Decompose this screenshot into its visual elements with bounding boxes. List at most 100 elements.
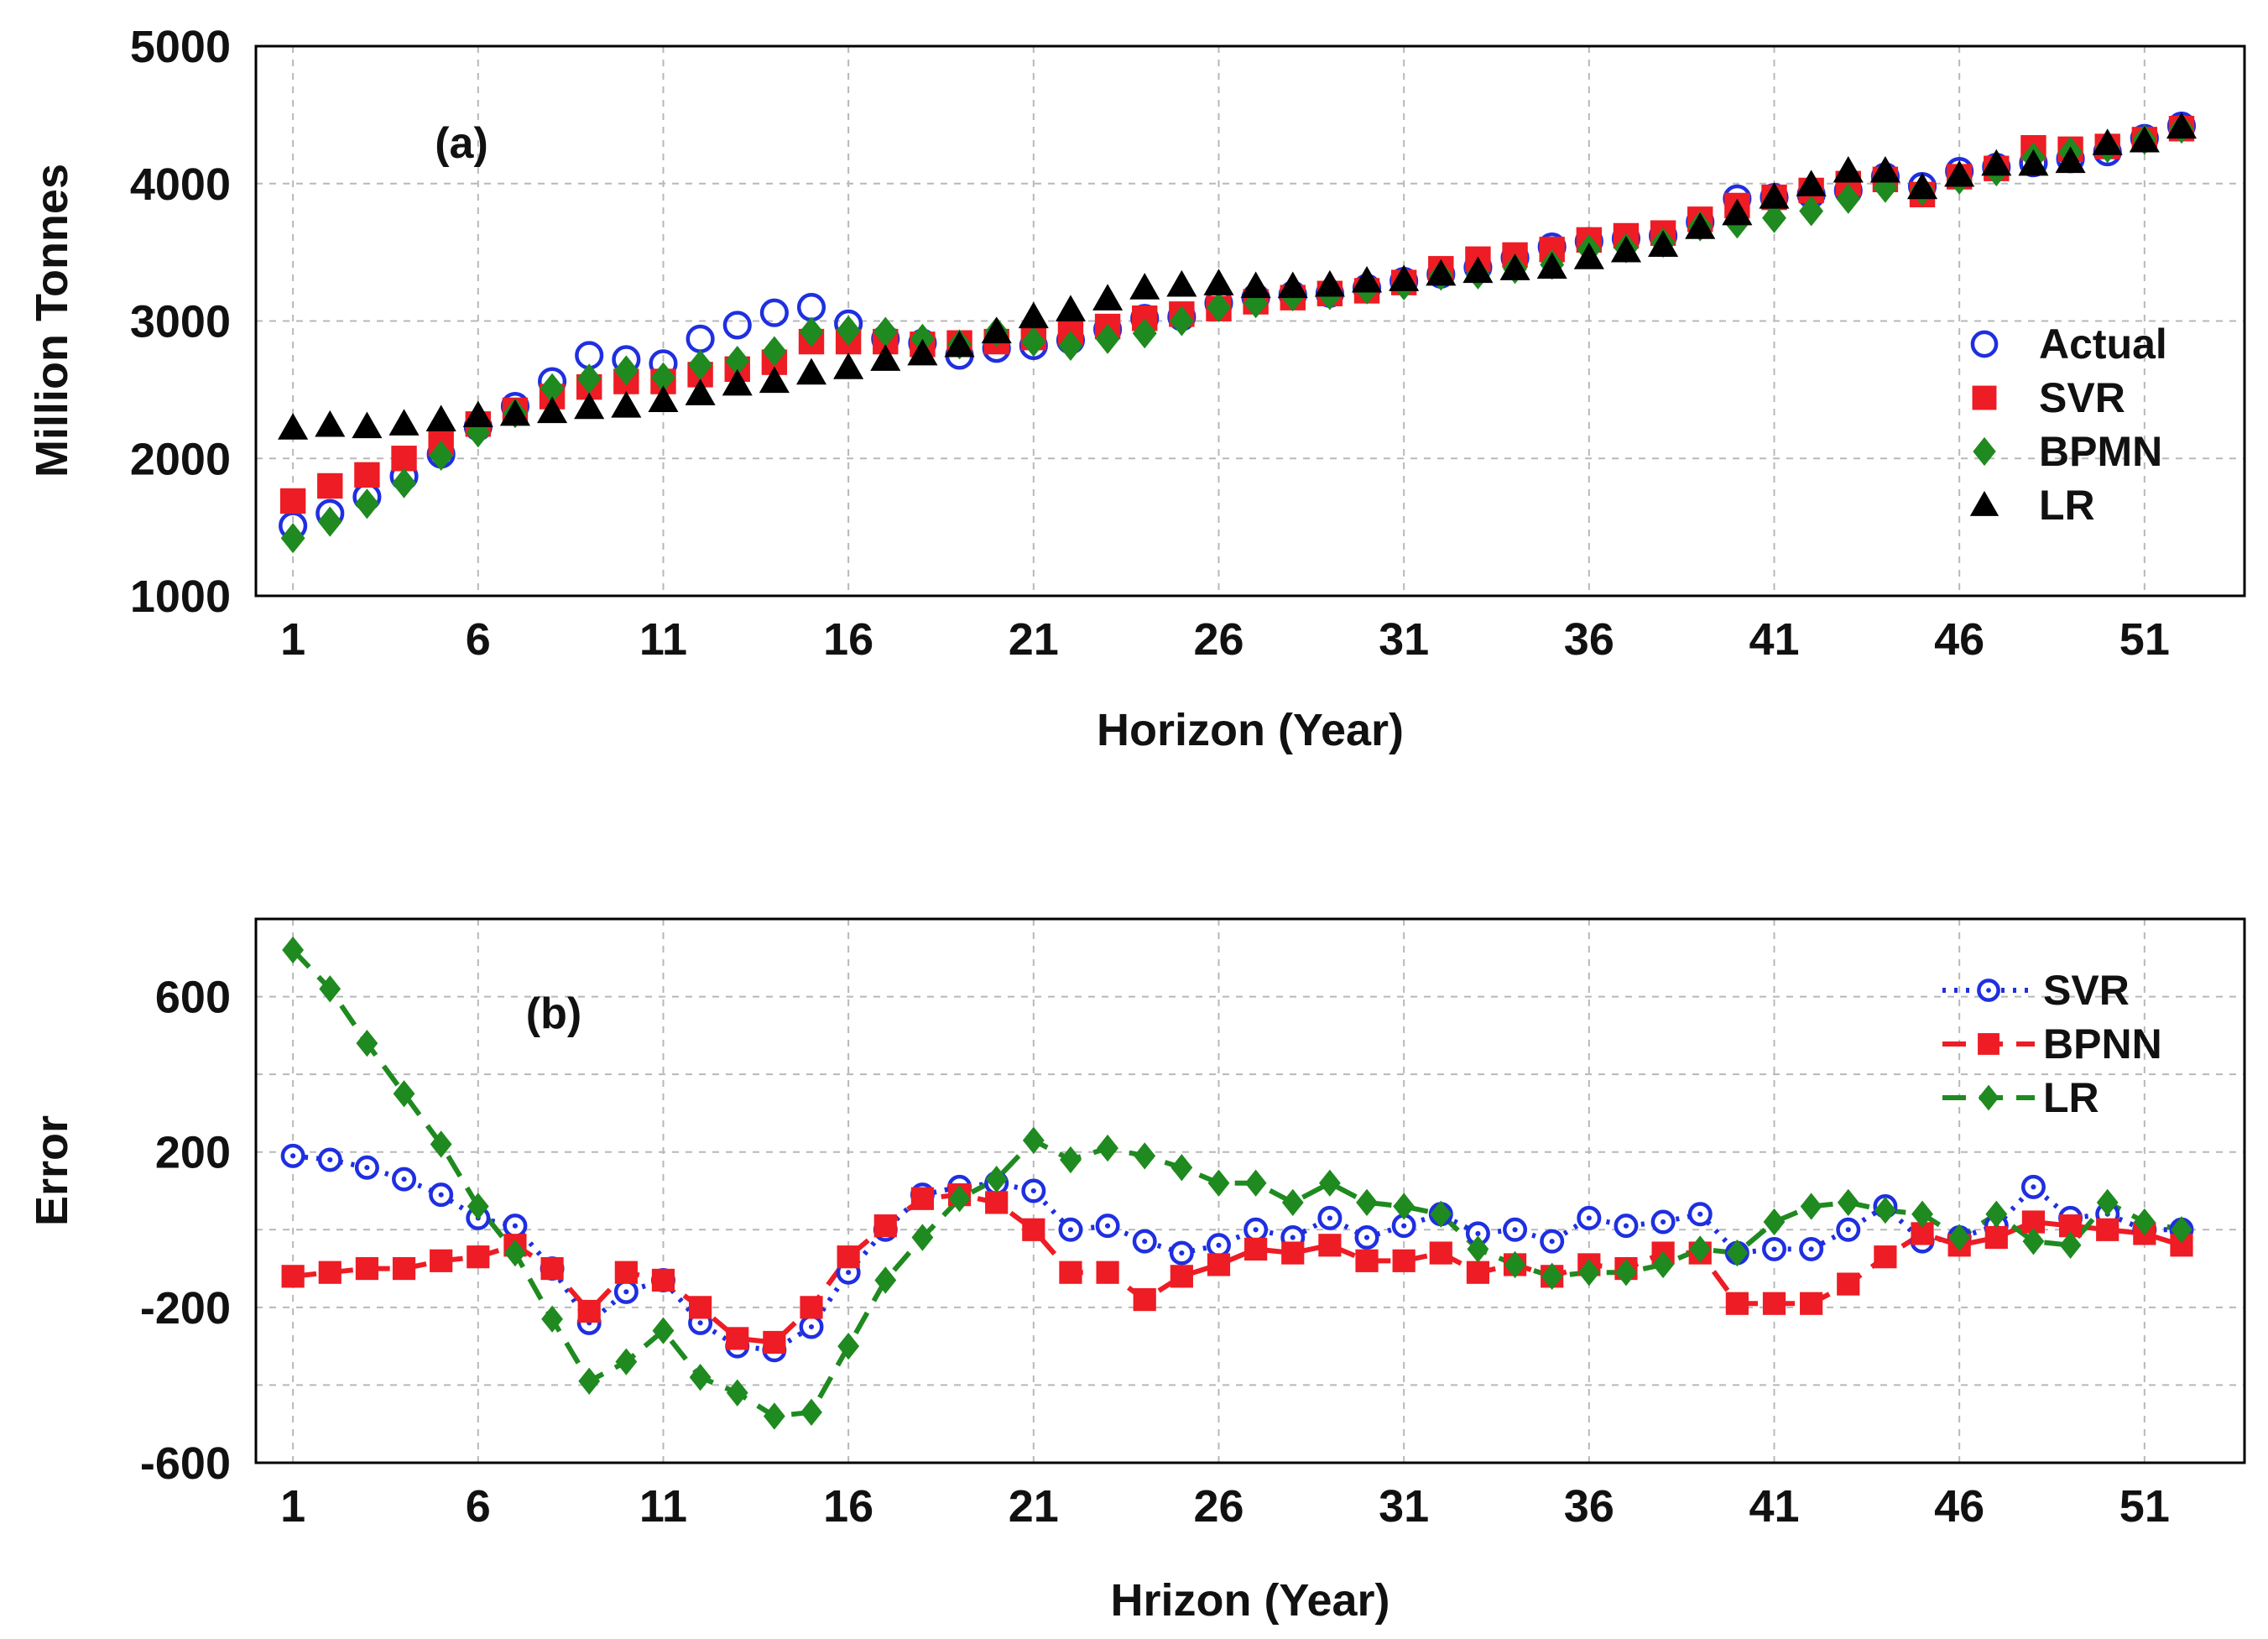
legend-label-bpnn: BPNN: [2043, 1020, 2162, 1067]
legend-label-actual: Actual: [2039, 321, 2167, 368]
data-point-lr: [315, 410, 346, 437]
data-point-lr: [1911, 1200, 1933, 1228]
data-point-bpnn: [985, 1191, 1009, 1214]
data-point-lr: [1837, 1188, 1859, 1217]
panel-a-plot-frame: [254, 44, 2246, 598]
panel-a-scatter-chart: 1 6 11 16 21 26 31 36 41 46 51 1000200030004000500…: [27, 22, 2246, 755]
data-point-lr: [1060, 1146, 1082, 1174]
data-point-lr: [2171, 1216, 2192, 1244]
legend-marker-lr: [1978, 1084, 1999, 1111]
data-point-bpmn: [1873, 172, 1898, 203]
data-point-bpmn: [873, 316, 898, 347]
legend-label-lr: LR: [2043, 1074, 2099, 1121]
data-point-svr: [1169, 1240, 1194, 1266]
data-point-svr: [1132, 1229, 1157, 1254]
data-point-lr: [1981, 149, 2012, 176]
data-point-svr: [503, 1214, 528, 1239]
data-point-lr: [282, 936, 305, 964]
data-point-svr: [1243, 1217, 1269, 1242]
x-tick-label: 6: [466, 1481, 491, 1532]
panel-b-legend: SVR BPNN LR: [1942, 967, 2162, 1121]
data-point-bpmn: [1207, 292, 1231, 323]
data-point-lr: [2055, 146, 2086, 174]
data-point-lr: [1203, 269, 1234, 295]
data-point-lr: [652, 1317, 675, 1344]
data-point-bpnn: [800, 1296, 823, 1319]
data-point-bpnn: [1170, 1265, 1193, 1288]
data-point-bpnn: [1984, 1225, 2008, 1250]
panel-b-label: (b): [526, 989, 581, 1038]
data-point-lr: [795, 358, 827, 385]
series-lr-points: [282, 936, 2192, 1430]
data-point-lr: [499, 399, 530, 426]
data-point-lr: [1726, 1239, 1749, 1267]
data-point-lr: [574, 392, 605, 420]
data-point-svr: [613, 1279, 639, 1304]
data-point-bpnn: [1318, 1234, 1342, 1257]
data-point-lr: [1314, 269, 1345, 297]
data-point-lr: [1092, 284, 1124, 311]
panel-b-x-tick-labels: 1 6 11 16 21 26 31 36 41 46 51: [280, 1481, 2170, 1532]
data-point-bpnn: [1466, 1261, 1490, 1284]
data-point-lr: [1796, 170, 1827, 196]
data-point-bpmn: [1836, 183, 1861, 214]
y-tick-label: 2000: [130, 434, 231, 484]
data-point-svr: [1799, 1236, 1824, 1261]
data-point-bpmn: [651, 362, 675, 393]
data-point-lr: [356, 1029, 378, 1057]
data-point-lr: [1577, 1259, 1600, 1287]
data-point-bpnn: [1392, 1249, 1416, 1272]
data-point-lr: [1277, 271, 1308, 299]
legend-label-lr: LR: [2039, 482, 2095, 529]
data-point-bpmn: [1169, 305, 1194, 337]
data-point-lr: [1833, 155, 1864, 183]
data-point-lr: [2166, 112, 2198, 139]
data-point-svr: [1762, 1236, 1786, 1261]
x-tick-label: 36: [1564, 614, 1614, 665]
x-tick-label: 11: [639, 614, 687, 665]
data-point-lr: [1467, 1235, 1489, 1263]
data-point-bpnn: [1281, 1241, 1305, 1265]
x-tick-label: 41: [1749, 1481, 1799, 1532]
data-point-lr: [1426, 258, 1457, 286]
data-point-svr: [391, 446, 417, 472]
data-point-bpmn: [1762, 202, 1786, 233]
data-point-bpmn: [429, 440, 454, 472]
data-point-bpnn: [1207, 1253, 1231, 1276]
x-tick-label: 16: [823, 1481, 873, 1532]
data-point-bpmn: [725, 345, 750, 377]
x-tick-label: 46: [1934, 614, 1984, 665]
data-point-lr: [462, 400, 493, 428]
data-point-lr: [1318, 1169, 1341, 1197]
data-point-bpmn: [540, 373, 565, 404]
data-point-bpnn: [614, 1261, 638, 1284]
data-point-bpnn: [1022, 1218, 1045, 1241]
data-point-bpnn: [467, 1245, 490, 1269]
data-point-lr: [1018, 301, 1049, 329]
x-tick-label: 41: [1749, 614, 1799, 665]
data-point-bpnn: [651, 1268, 675, 1292]
data-point-lr: [1874, 1196, 1896, 1224]
data-point-lr: [1573, 243, 1604, 269]
data-point-lr: [2018, 149, 2049, 176]
data-point-lr: [467, 1193, 489, 1220]
data-point-bpnn: [1837, 1272, 1860, 1296]
data-point-bpmn: [799, 316, 824, 347]
data-point-bpnn: [873, 1214, 897, 1238]
data-point-lr: [800, 1398, 822, 1426]
data-point-lr: [981, 316, 1012, 344]
data-point-bpnn: [1244, 1237, 1268, 1261]
data-point-actual: [722, 311, 752, 340]
legend-marker-actual: [1970, 330, 1999, 358]
data-point-bpnn: [910, 1187, 935, 1210]
data-point-bpnn: [577, 1299, 601, 1323]
data-point-lr: [537, 396, 568, 424]
data-point-svr: [1836, 1217, 1861, 1242]
data-point-lr: [1430, 1200, 1452, 1228]
data-point-bpnn: [430, 1249, 453, 1272]
data-point-lr: [1055, 295, 1086, 321]
data-point-svr: [354, 1155, 379, 1180]
x-tick-label: 26: [1193, 614, 1243, 665]
